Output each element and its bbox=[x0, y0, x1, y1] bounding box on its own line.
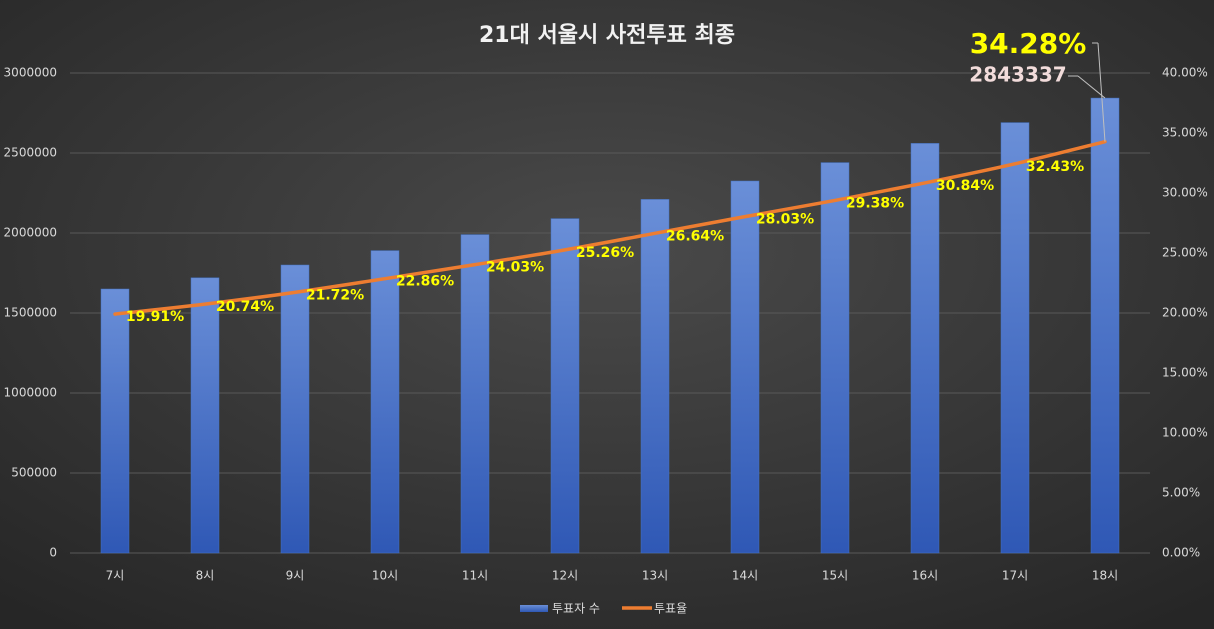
x-tick-label: 13시 bbox=[642, 569, 668, 583]
chart-title: 21대 서울시 사전투표 최종 bbox=[479, 23, 735, 48]
y-tick-label: 1000000 bbox=[4, 386, 57, 400]
line-value-label: 26.64% bbox=[666, 228, 724, 244]
y2-tick-label: 35.00% bbox=[1162, 126, 1208, 140]
line-value-label: 25.26% bbox=[576, 245, 634, 261]
bar bbox=[1090, 97, 1120, 554]
y2-tick-label: 40.00% bbox=[1162, 66, 1208, 80]
line-value-label: 19.91% bbox=[126, 309, 184, 325]
bar bbox=[100, 288, 130, 554]
bar bbox=[370, 250, 400, 554]
x-tick-label: 7시 bbox=[106, 569, 125, 583]
x-tick-label: 15시 bbox=[822, 569, 848, 583]
legend-label: 투표자 수 bbox=[552, 602, 600, 616]
line-value-label: 29.38% bbox=[846, 195, 904, 211]
y-tick-label: 2500000 bbox=[4, 146, 57, 160]
line-value-label: 20.74% bbox=[216, 299, 274, 315]
y2-tick-label: 15.00% bbox=[1162, 366, 1208, 380]
line bbox=[113, 139, 1107, 316]
line-value-label: 34.28% bbox=[970, 27, 1087, 60]
x-tick-label: 11시 bbox=[462, 569, 488, 583]
legend-swatch bbox=[520, 605, 548, 612]
x-tick-label: 16시 bbox=[912, 569, 938, 583]
leader-line bbox=[1097, 42, 1106, 142]
bar bbox=[820, 162, 850, 554]
bar bbox=[460, 234, 490, 554]
bar bbox=[550, 218, 580, 554]
line-value-label: 22.86% bbox=[396, 274, 454, 290]
y2-tick-label: 10.00% bbox=[1162, 426, 1208, 440]
y-tick-label: 3000000 bbox=[4, 66, 57, 80]
x-tick-label: 12시 bbox=[552, 569, 578, 583]
bar bbox=[1000, 122, 1030, 554]
bar bbox=[730, 180, 760, 554]
line-value-label: 21.72% bbox=[306, 287, 364, 303]
y2-tick-label: 30.00% bbox=[1162, 186, 1208, 200]
x-tick-label: 9시 bbox=[286, 569, 305, 583]
bar bbox=[280, 264, 310, 554]
y2-tick-label: 20.00% bbox=[1162, 306, 1208, 320]
bar bbox=[640, 199, 670, 554]
legend-label: 투표율 bbox=[654, 602, 687, 616]
y-tick-label: 0 bbox=[49, 546, 57, 560]
y-tick-label: 2000000 bbox=[4, 226, 57, 240]
y-tick-label: 500000 bbox=[11, 466, 57, 480]
y2-tick-label: 0.00% bbox=[1162, 546, 1200, 560]
y-tick-label: 1500000 bbox=[4, 306, 57, 320]
x-tick-label: 18시 bbox=[1092, 569, 1118, 583]
y2-tick-label: 25.00% bbox=[1162, 246, 1208, 260]
x-tick-label: 14시 bbox=[732, 569, 758, 583]
x-tick-label: 8시 bbox=[196, 569, 215, 583]
bar bbox=[910, 143, 940, 554]
line-value-label: 28.03% bbox=[756, 212, 814, 228]
bar bbox=[190, 277, 220, 554]
line-value-label: 32.43% bbox=[1026, 159, 1084, 175]
y2-tick-label: 5.00% bbox=[1162, 486, 1200, 500]
line-value-label: 24.03% bbox=[486, 260, 544, 276]
bar-value-label: 2843337 bbox=[969, 63, 1066, 87]
x-tick-label: 10시 bbox=[372, 569, 398, 583]
leader-line bbox=[1077, 75, 1106, 99]
line-value-label: 30.84% bbox=[936, 178, 994, 194]
x-tick-label: 17시 bbox=[1002, 569, 1028, 583]
